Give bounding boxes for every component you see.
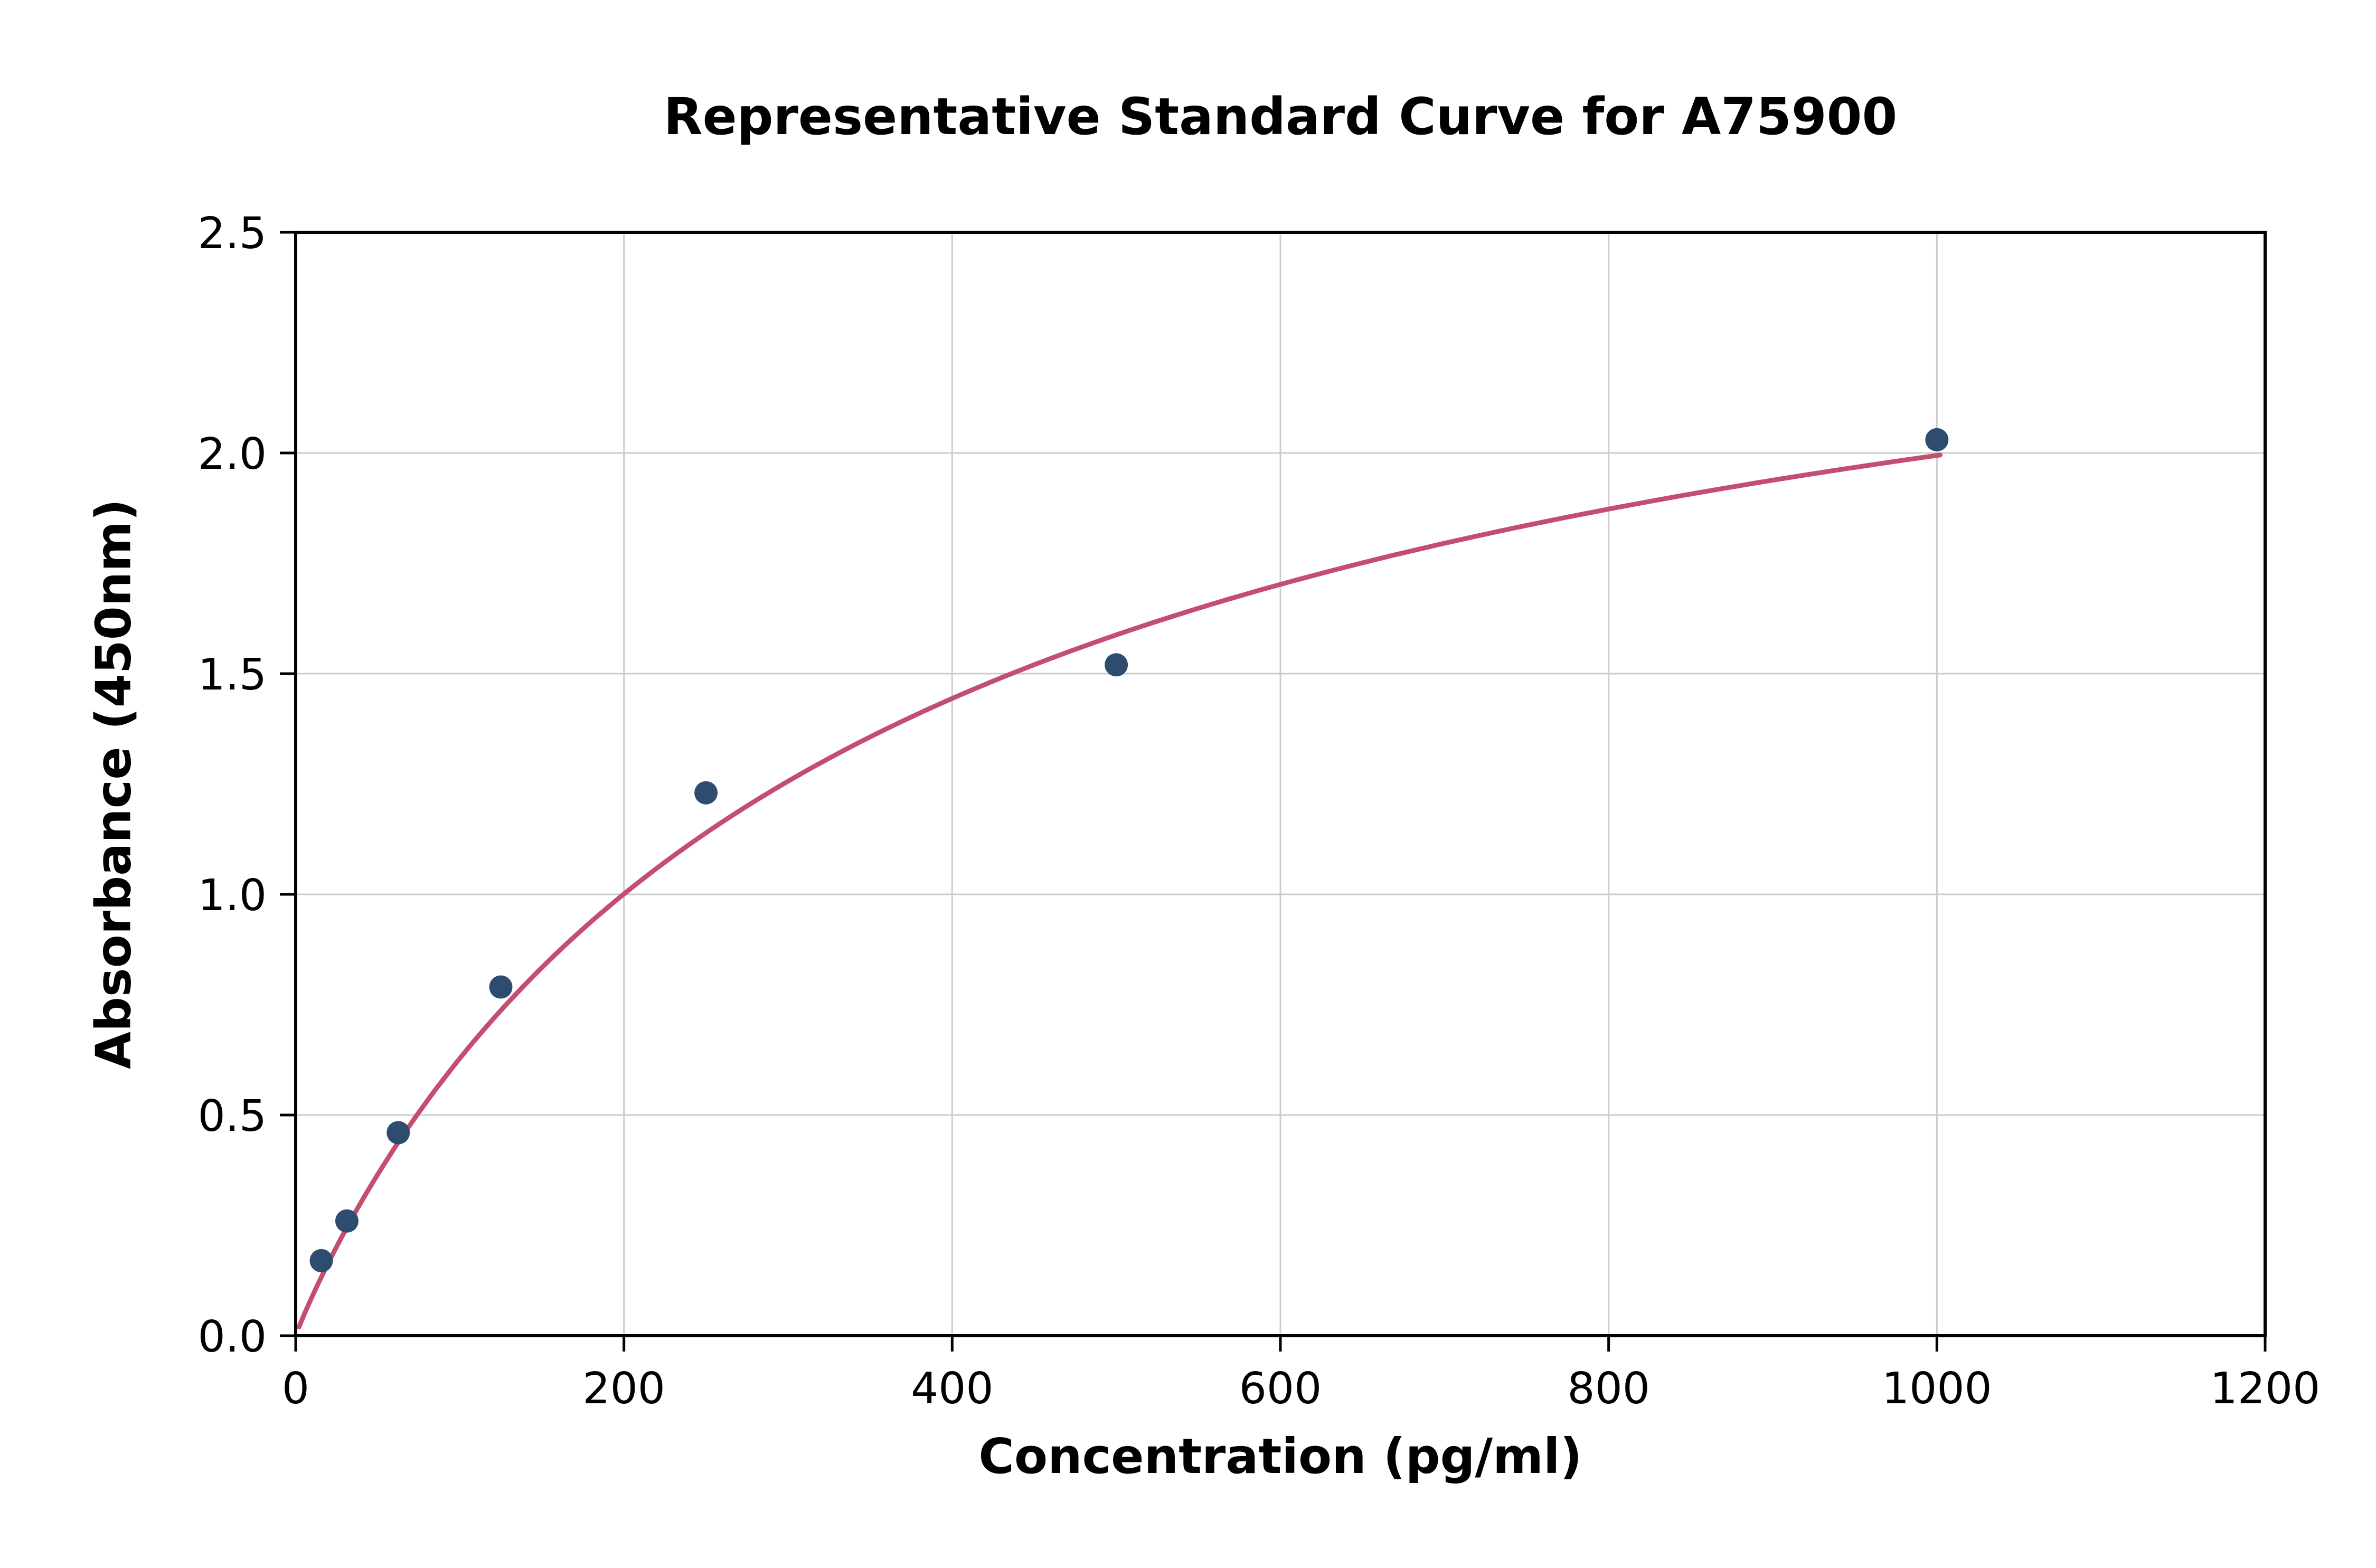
data-point	[386, 1121, 410, 1145]
y-tick-label: 2.5	[198, 209, 267, 259]
data-point	[489, 975, 513, 999]
data-point	[694, 781, 718, 805]
x-tick-label: 1200	[2210, 1364, 2321, 1414]
y-tick-label: 0.0	[198, 1312, 267, 1362]
x-tick-label: 0	[282, 1364, 309, 1414]
x-tick-label: 400	[911, 1364, 994, 1414]
chart-title: Representative Standard Curve for A75900	[663, 87, 1898, 146]
y-tick-label: 0.5	[198, 1091, 267, 1141]
x-tick-label: 800	[1567, 1364, 1650, 1414]
x-tick-label: 600	[1239, 1364, 1322, 1414]
y-tick-label: 1.0	[198, 871, 267, 921]
x-axis-label: Concentration (pg/ml)	[978, 1428, 1582, 1485]
y-tick-label: 2.0	[198, 429, 267, 479]
y-tick-label: 1.5	[198, 650, 267, 700]
data-point	[309, 1249, 333, 1272]
data-point	[1105, 653, 1128, 677]
data-point	[335, 1209, 359, 1233]
x-tick-label: 200	[582, 1364, 665, 1414]
x-tick-label: 1000	[1882, 1364, 1992, 1414]
data-point	[1925, 428, 1949, 451]
fit-curve	[296, 452, 1943, 1330]
